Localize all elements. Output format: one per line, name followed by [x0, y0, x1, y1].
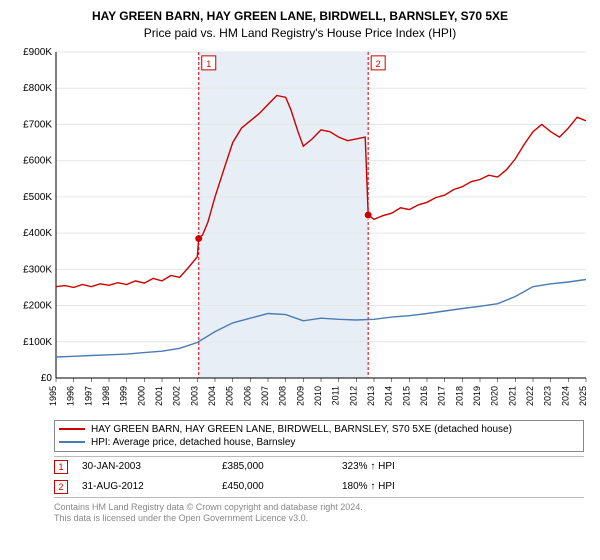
svg-text:2024: 2024 — [560, 386, 570, 406]
title-address: HAY GREEN BARN, HAY GREEN LANE, BIRDWELL… — [10, 8, 590, 25]
svg-text:£500K: £500K — [23, 191, 52, 202]
svg-text:2020: 2020 — [490, 386, 500, 406]
svg-text:£100K: £100K — [23, 336, 52, 347]
svg-text:1995: 1995 — [48, 386, 58, 406]
svg-text:£200K: £200K — [23, 300, 52, 311]
svg-text:2007: 2007 — [260, 386, 270, 406]
legend-label-hpi: HPI: Average price, detached house, Barn… — [91, 437, 295, 448]
sale-row: 2 31-AUG-2012 £450,000 180% ↑ HPI — [54, 477, 584, 497]
svg-text:1: 1 — [206, 58, 211, 68]
svg-text:2014: 2014 — [384, 386, 394, 406]
chart-svg: £0 £100K £200K £300K £400K £500K £600K £700K £80… — [10, 46, 590, 416]
sale-marker-2: 2 — [54, 480, 68, 494]
svg-text:£800K: £800K — [23, 83, 52, 94]
legend-box: HAY GREEN BARN, HAY GREEN LANE, BIRDWELL… — [54, 420, 584, 452]
legend-label-property: HAY GREEN BARN, HAY GREEN LANE, BIRDWELL… — [91, 424, 512, 435]
svg-text:2: 2 — [376, 58, 381, 68]
svg-text:2002: 2002 — [172, 386, 182, 406]
svg-text:1999: 1999 — [119, 386, 129, 406]
sale-delta: 180% ↑ HPI — [342, 481, 462, 492]
footer-line1: Contains HM Land Registry data © Crown c… — [54, 502, 590, 514]
svg-text:£400K: £400K — [23, 228, 52, 239]
svg-text:2004: 2004 — [207, 386, 217, 406]
svg-text:2016: 2016 — [419, 386, 429, 406]
sale-date: 31-AUG-2012 — [82, 481, 222, 492]
chart-container: HAY GREEN BARN, HAY GREEN LANE, BIRDWELL… — [0, 0, 600, 560]
svg-text:£600K: £600K — [23, 155, 52, 166]
svg-text:2003: 2003 — [189, 386, 199, 406]
svg-text:£300K: £300K — [23, 264, 52, 275]
legend-row: HAY GREEN BARN, HAY GREEN LANE, BIRDWELL… — [59, 423, 579, 436]
svg-text:2023: 2023 — [543, 386, 553, 406]
svg-text:1998: 1998 — [101, 386, 111, 406]
svg-text:1996: 1996 — [66, 386, 76, 406]
sale-marker-1: 1 — [54, 460, 68, 474]
sale-marker-number: 1 — [58, 462, 63, 472]
svg-text:2008: 2008 — [278, 386, 288, 406]
svg-text:2021: 2021 — [507, 386, 517, 406]
sale-marker-number: 2 — [58, 482, 63, 492]
svg-text:2013: 2013 — [366, 386, 376, 406]
svg-text:2011: 2011 — [331, 386, 341, 405]
legend-swatch-hpi — [59, 441, 85, 443]
sale-date: 30-JAN-2003 — [82, 461, 222, 472]
sale-delta: 323% ↑ HPI — [342, 461, 462, 472]
svg-text:2005: 2005 — [225, 386, 235, 406]
legend-row: HPI: Average price, detached house, Barn… — [59, 436, 579, 449]
svg-text:£900K: £900K — [23, 47, 52, 58]
footer-note: Contains HM Land Registry data © Crown c… — [54, 502, 590, 525]
svg-text:2001: 2001 — [154, 386, 164, 406]
legend-swatch-property — [59, 428, 85, 430]
svg-text:2015: 2015 — [401, 386, 411, 406]
svg-text:2012: 2012 — [348, 386, 358, 406]
sales-table: 1 30-JAN-2003 £385,000 323% ↑ HPI 2 31-A… — [54, 456, 584, 498]
chart-area: £0 £100K £200K £300K £400K £500K £600K £700K £80… — [10, 46, 590, 416]
svg-text:£700K: £700K — [23, 119, 52, 130]
sale-row: 1 30-JAN-2003 £385,000 323% ↑ HPI — [54, 457, 584, 477]
svg-text:2018: 2018 — [454, 386, 464, 406]
title-subtitle: Price paid vs. HM Land Registry's House … — [10, 25, 590, 42]
svg-text:2006: 2006 — [242, 386, 252, 406]
sale-price: £385,000 — [222, 461, 342, 472]
svg-text:2017: 2017 — [437, 386, 447, 406]
svg-text:2019: 2019 — [472, 386, 482, 406]
svg-text:2009: 2009 — [295, 386, 305, 406]
svg-text:2000: 2000 — [136, 386, 146, 406]
svg-text:2022: 2022 — [525, 386, 535, 406]
svg-text:2010: 2010 — [313, 386, 323, 406]
svg-text:2025: 2025 — [578, 386, 588, 406]
footer-line2: This data is licensed under the Open Gov… — [54, 513, 590, 525]
sale-price: £450,000 — [222, 481, 342, 492]
svg-text:£0: £0 — [41, 373, 53, 384]
svg-text:1997: 1997 — [83, 386, 93, 406]
title-block: HAY GREEN BARN, HAY GREEN LANE, BIRDWELL… — [10, 8, 590, 42]
